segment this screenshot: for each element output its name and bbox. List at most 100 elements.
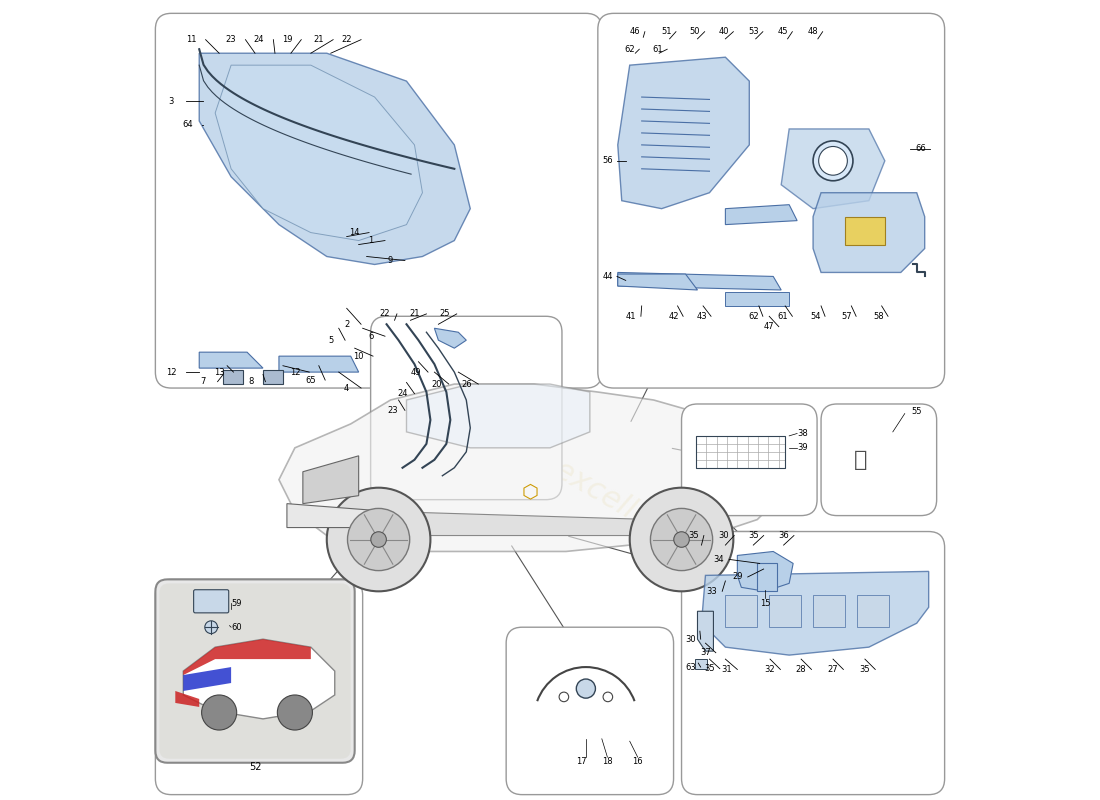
Text: 26: 26 xyxy=(461,379,472,389)
FancyBboxPatch shape xyxy=(155,14,602,388)
Text: 61: 61 xyxy=(778,312,788,321)
Text: 12: 12 xyxy=(289,367,300,377)
FancyBboxPatch shape xyxy=(155,579,363,794)
Text: 19: 19 xyxy=(282,35,293,44)
Polygon shape xyxy=(407,384,590,448)
Text: 2: 2 xyxy=(344,320,350,329)
Text: 59: 59 xyxy=(231,598,242,608)
Polygon shape xyxy=(184,667,231,691)
Circle shape xyxy=(629,488,734,591)
Text: 35: 35 xyxy=(704,664,715,673)
Polygon shape xyxy=(175,691,199,707)
FancyBboxPatch shape xyxy=(155,579,354,762)
Text: 5: 5 xyxy=(328,336,333,345)
FancyBboxPatch shape xyxy=(597,14,945,388)
Text: 30: 30 xyxy=(718,531,729,540)
Text: 8: 8 xyxy=(249,377,254,386)
Polygon shape xyxy=(287,504,390,527)
Circle shape xyxy=(348,509,409,570)
Text: F: F xyxy=(766,251,845,358)
Text: 6: 6 xyxy=(367,332,373,341)
Text: 14: 14 xyxy=(350,228,360,237)
Polygon shape xyxy=(390,512,653,535)
Text: 27: 27 xyxy=(827,665,838,674)
Text: 28: 28 xyxy=(795,665,806,674)
Text: 62: 62 xyxy=(748,312,759,321)
Circle shape xyxy=(371,532,386,547)
Text: 42: 42 xyxy=(669,312,679,321)
Text: 32: 32 xyxy=(764,665,776,674)
Text: 23: 23 xyxy=(387,406,398,415)
Text: 41: 41 xyxy=(626,312,637,321)
Bar xyxy=(857,595,889,627)
Text: 52: 52 xyxy=(249,762,262,772)
Circle shape xyxy=(818,146,847,175)
Text: 50: 50 xyxy=(690,27,701,36)
Circle shape xyxy=(327,488,430,591)
Polygon shape xyxy=(813,193,925,273)
Polygon shape xyxy=(781,129,884,209)
Text: 61: 61 xyxy=(652,45,663,54)
Text: 35: 35 xyxy=(748,531,759,540)
Text: 9: 9 xyxy=(388,256,393,265)
Polygon shape xyxy=(184,639,311,675)
FancyBboxPatch shape xyxy=(682,531,945,794)
Text: 34: 34 xyxy=(714,555,724,564)
Text: 17: 17 xyxy=(576,758,587,766)
Polygon shape xyxy=(725,205,797,225)
Text: passion
for excellence: passion for excellence xyxy=(659,304,792,384)
Text: 11: 11 xyxy=(186,35,197,44)
Text: 35: 35 xyxy=(859,665,870,674)
Circle shape xyxy=(650,509,713,570)
Text: 57: 57 xyxy=(842,312,851,321)
Polygon shape xyxy=(199,352,263,368)
Polygon shape xyxy=(279,356,359,372)
Bar xyxy=(695,659,707,669)
Bar xyxy=(813,595,845,627)
Text: 30: 30 xyxy=(685,634,695,644)
Text: 3: 3 xyxy=(168,97,174,106)
Polygon shape xyxy=(618,273,781,290)
Circle shape xyxy=(576,679,595,698)
Text: 64: 64 xyxy=(182,121,192,130)
Polygon shape xyxy=(618,274,697,290)
Polygon shape xyxy=(216,65,422,241)
Polygon shape xyxy=(279,384,789,551)
Text: 25: 25 xyxy=(440,310,450,318)
FancyBboxPatch shape xyxy=(722,531,810,619)
Text: 23: 23 xyxy=(226,35,236,44)
Text: 13: 13 xyxy=(213,367,224,377)
Text: 38: 38 xyxy=(798,429,807,438)
Polygon shape xyxy=(184,639,334,719)
Text: 21: 21 xyxy=(409,310,420,318)
Polygon shape xyxy=(702,571,928,655)
Text: 39: 39 xyxy=(798,443,807,452)
Text: 10: 10 xyxy=(353,352,364,361)
Circle shape xyxy=(205,621,218,634)
Text: 47: 47 xyxy=(763,322,774,331)
Text: ⬡: ⬡ xyxy=(521,482,539,501)
Text: 43: 43 xyxy=(696,312,707,321)
Text: 46: 46 xyxy=(630,27,640,36)
Text: 66: 66 xyxy=(915,144,926,154)
Text: 45: 45 xyxy=(778,27,788,36)
Text: 35: 35 xyxy=(689,531,698,540)
Polygon shape xyxy=(618,57,749,209)
Bar xyxy=(696,436,785,468)
Bar xyxy=(263,370,283,384)
Text: 51: 51 xyxy=(661,27,672,36)
Polygon shape xyxy=(199,54,471,265)
Circle shape xyxy=(674,532,690,547)
Circle shape xyxy=(603,692,613,702)
Text: 7: 7 xyxy=(200,377,206,386)
Text: 44: 44 xyxy=(602,272,613,281)
Text: 29: 29 xyxy=(733,573,742,582)
Text: 49: 49 xyxy=(410,367,421,377)
Text: 58: 58 xyxy=(873,312,883,321)
Polygon shape xyxy=(302,456,359,504)
Text: 48: 48 xyxy=(807,27,818,36)
Text: 15: 15 xyxy=(760,598,770,608)
Circle shape xyxy=(813,141,852,181)
Text: 53: 53 xyxy=(748,27,759,36)
Text: 22: 22 xyxy=(379,310,390,318)
